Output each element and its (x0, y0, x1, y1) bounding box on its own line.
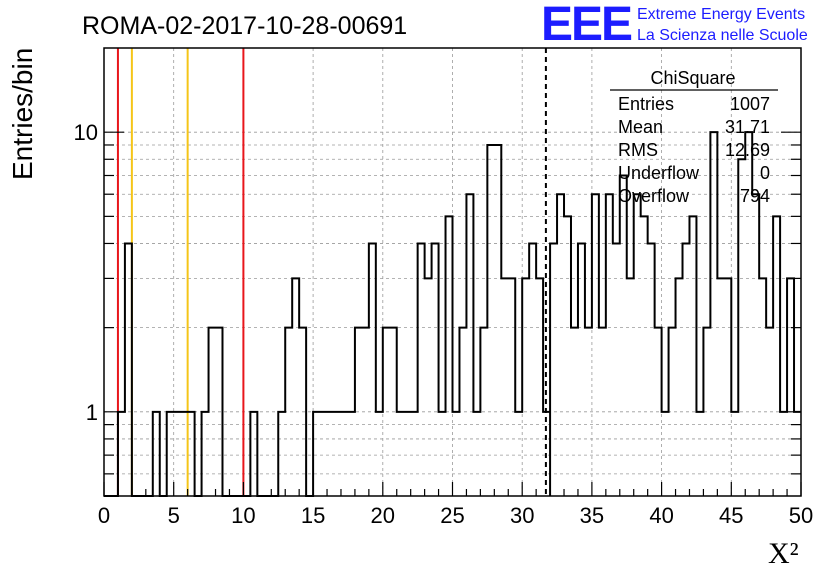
stats-row-value: 31.71 (725, 117, 770, 137)
x-tick-label: 45 (719, 503, 743, 528)
x-axis-label: X² (768, 537, 799, 570)
stats-row-value: 794 (740, 186, 770, 206)
y-axis-label: Entries/bin (7, 48, 38, 180)
logo-letters: EEE (541, 0, 632, 51)
stats-row-label: Underflow (618, 163, 700, 183)
x-tick-label: 35 (580, 503, 604, 528)
tick-labels: 0 5 10 15 20 25 30 35 40 45 50 1 10 (74, 120, 814, 528)
histogram-series (104, 131, 801, 497)
x-tick-label: 25 (440, 503, 464, 528)
y-tick-label: 1 (86, 400, 98, 425)
x-tick-label: 20 (371, 503, 395, 528)
stats-title: ChiSquare (650, 68, 735, 88)
reference-lines (116, 48, 547, 496)
x-tick-label: 40 (649, 503, 673, 528)
x-tick-label: 10 (231, 503, 255, 528)
stats-box: ChiSquare Entries 1007 Mean 31.71 RMS 12.69 Un… (610, 68, 778, 206)
logo-line-1: Extreme Energy Events (637, 6, 805, 23)
eee-logo: EEE Extreme Energy Events La Scienza nel… (541, 0, 808, 51)
logo-line-2: La Scienza nelle Scuole (637, 27, 808, 44)
run-title: ROMA-02-2017-10-28-00691 (82, 12, 407, 40)
stats-row-value: 12.69 (725, 140, 770, 160)
stats-row-label: Entries (618, 94, 674, 114)
x-tick-label: 15 (301, 503, 325, 528)
x-tick-label: 5 (168, 503, 180, 528)
stats-row-label: Mean (618, 117, 663, 137)
stats-row-label: RMS (618, 140, 658, 160)
histogram-step-line (104, 131, 801, 497)
stats-row-value: 1007 (730, 94, 770, 114)
y-tick-label: 10 (74, 120, 98, 145)
x-tick-label: 50 (789, 503, 813, 528)
stats-row-value: 0 (760, 163, 770, 183)
stats-row-label: Overflow (618, 186, 690, 206)
x-tick-label: 0 (98, 503, 110, 528)
x-tick-label: 30 (510, 503, 534, 528)
axes (103, 47, 802, 497)
